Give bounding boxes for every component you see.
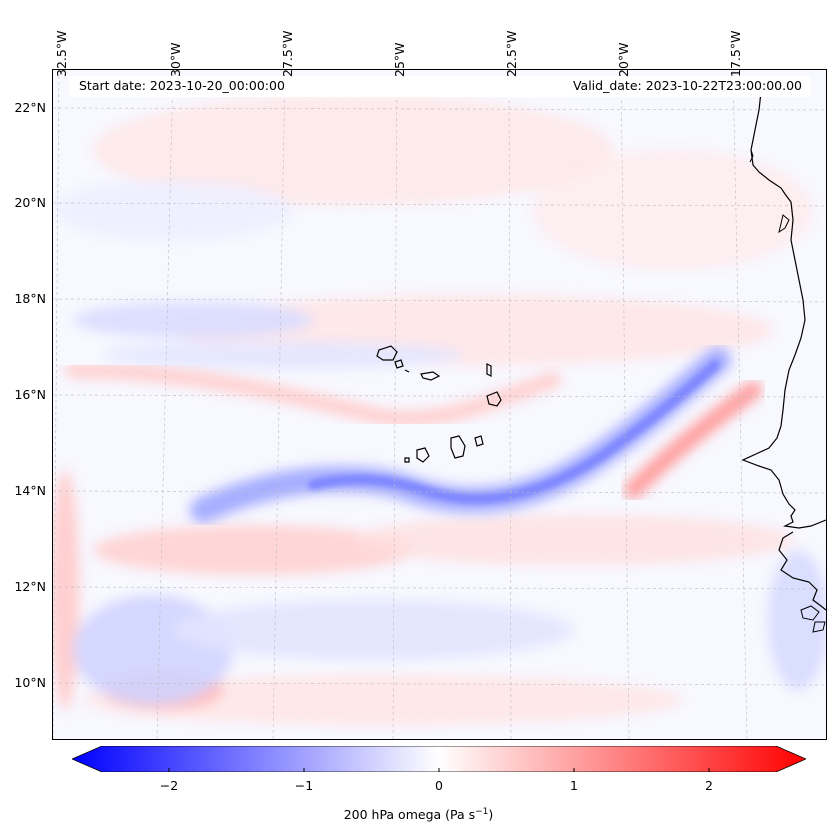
cape-verde-islands	[376, 345, 502, 463]
lat-label-22n: 22°N	[14, 100, 46, 115]
start-date-label: Start date: 2023-10-20_00:00:00	[69, 76, 293, 97]
grid-12n	[53, 586, 826, 590]
omega-field-shading	[53, 95, 826, 725]
sao-nicolau-island	[420, 371, 441, 381]
ascent-band	[53, 180, 293, 240]
lat-label-14n: 14°N	[14, 483, 46, 498]
ascent-band	[103, 341, 463, 369]
grid-14n	[53, 490, 826, 494]
colorbar-title-sup: −1	[475, 807, 489, 817]
graticule	[53, 70, 826, 739]
ascent-band	[173, 600, 573, 660]
fogo-island	[416, 447, 430, 463]
lat-label-18n: 18°N	[14, 291, 46, 306]
santo-antao-island	[376, 345, 398, 361]
colorbar-body	[72, 746, 806, 772]
weak-descent-area	[93, 95, 613, 205]
ascent-band	[73, 302, 313, 338]
grid-20n	[53, 202, 826, 207]
boa-vista-island	[486, 391, 502, 407]
lon-label-22-5w: 22.5°W	[504, 30, 519, 77]
santa-luzia-island	[404, 369, 410, 373]
descent-band	[93, 525, 413, 575]
lon-label-30w: 30°W	[168, 42, 183, 77]
cb-tick-minus1: −1	[294, 778, 314, 793]
weak-descent-area	[353, 515, 793, 565]
santiago-island	[450, 435, 466, 459]
lon-label-25w: 25°W	[392, 42, 407, 77]
cb-tick-minus2: −2	[159, 778, 179, 793]
map-panel: Start date: 2023-10-20_00:00:00 Valid_da…	[52, 69, 827, 740]
cb-tick-plus2: 2	[705, 778, 713, 793]
lon-label-27-5w: 27.5°W	[280, 30, 295, 77]
colorbar	[72, 746, 806, 772]
grid-22n	[53, 107, 826, 111]
omega-field-map	[53, 70, 826, 739]
ascent-band	[768, 550, 826, 690]
ascent-core	[308, 360, 720, 504]
bijagos-island	[812, 621, 826, 633]
brava-island	[404, 457, 410, 463]
lon-label-17-5w: 17.5°W	[728, 30, 743, 77]
valid-date-label: Valid_date: 2023-10-22T23:00:00.00	[512, 76, 810, 97]
lat-label-16n: 16°N	[14, 387, 46, 402]
lat-label-10n: 10°N	[14, 675, 46, 690]
cb-tick-zero: 0	[435, 778, 443, 793]
colorbar-title: 200 hPa omega (Pa s−1)	[0, 807, 837, 822]
cb-tick-plus1: 1	[570, 778, 578, 793]
descent-band	[624, 381, 762, 499]
lat-label-20n: 20°N	[14, 195, 46, 210]
africa-coastline	[741, 91, 826, 529]
descent-band	[53, 470, 79, 710]
weak-descent-area	[533, 150, 813, 270]
lon-label-20w: 20°W	[616, 42, 631, 77]
grid-10n	[53, 682, 826, 686]
lon-label-32-5w: 32.5°W	[54, 30, 69, 77]
sao-vicente-island	[394, 359, 404, 369]
sal-island	[486, 363, 492, 377]
coast-inlet	[749, 149, 754, 163]
weak-descent-area	[83, 675, 683, 725]
colorbar-title-close: )	[488, 807, 494, 823]
colorbar-title-main: 200 hPa omega (Pa s	[343, 807, 476, 823]
coast-island	[778, 214, 790, 234]
ascent-band	[73, 595, 233, 705]
maio-island	[474, 435, 484, 447]
lat-label-12n: 12°N	[14, 579, 46, 594]
grid-18n	[53, 298, 826, 303]
bijagos-island	[800, 605, 820, 621]
grid-16n	[53, 394, 826, 398]
guinea-bissau-coastline	[778, 531, 826, 611]
